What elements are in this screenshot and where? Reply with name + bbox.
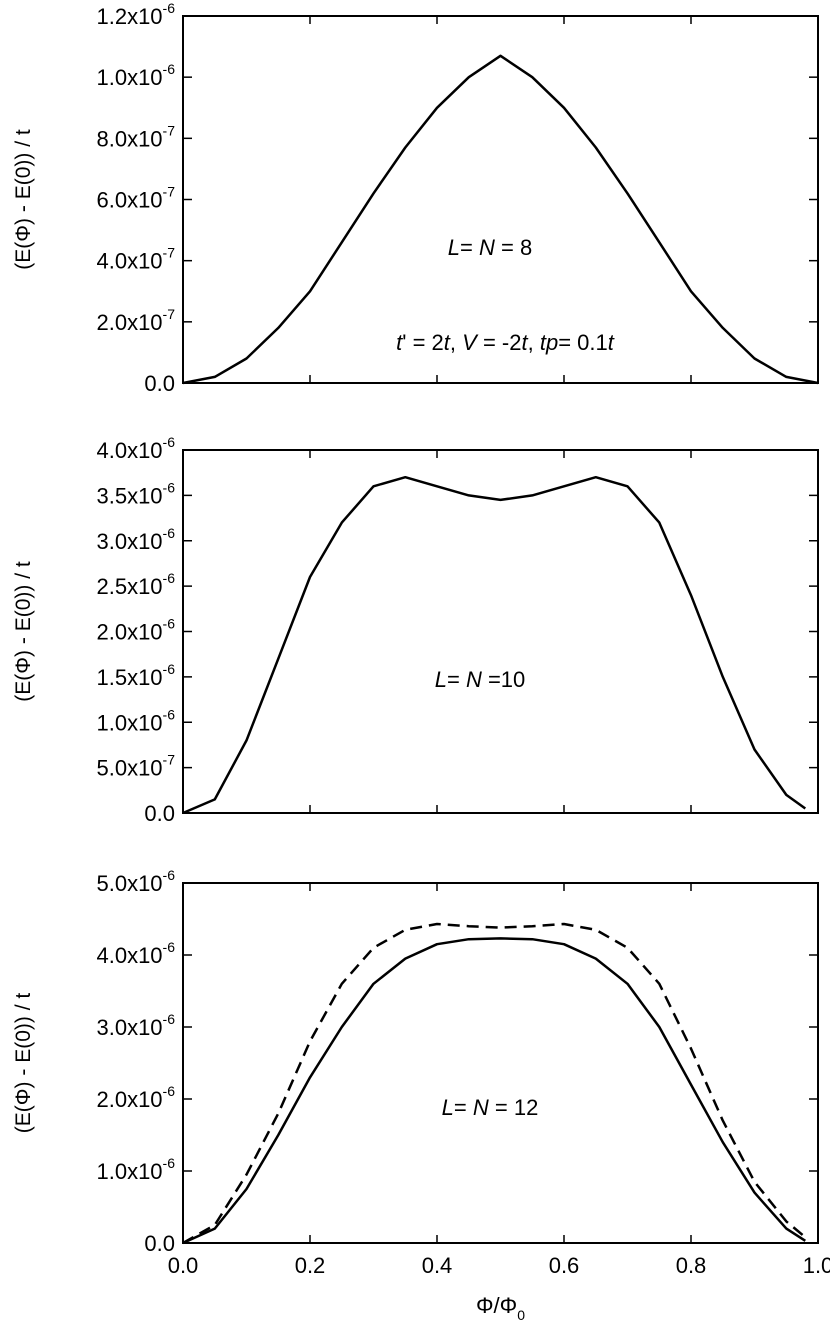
x-tick-label: 0.4 [422, 1253, 453, 1278]
plot-frame [182, 449, 819, 814]
size-annotation: L= N = 8 [448, 235, 532, 260]
x-axis-label: Φ/Φ0 [476, 1293, 525, 1323]
y-tick-label: 3.5x10-6 [96, 479, 175, 508]
y-tick-label: 2.0x10-7 [96, 306, 175, 335]
parameter-annotation: t' = 2t, V = -2t, tp= 0.1t [396, 330, 615, 355]
y-tick-label: 1.0x10-6 [96, 706, 175, 735]
size-annotation: L= N = 12 [442, 1095, 539, 1120]
x-tick-label: 0.0 [168, 1253, 199, 1278]
y-tick-label: 3.0x10-6 [96, 525, 175, 554]
x-tick-label: 0.6 [549, 1253, 580, 1278]
y-tick-label: 8.0x10-7 [96, 122, 175, 151]
y-tick-label: 4.0x10-6 [96, 434, 175, 463]
y-tick-label: 2.0x10-6 [96, 1083, 175, 1112]
series-dashed-line [182, 922, 807, 1245]
size-annotation: L= N =10 [435, 667, 526, 692]
series-solid-line [182, 475, 807, 815]
panel-n12: 0.0 0.2 0.4 0.6 0.8 1.0 0.0 1.0x10-6 2.0x10-6 3.0… [12, 867, 830, 1323]
y-tick-label: 1.5x10-6 [96, 661, 175, 690]
plot-frame [182, 882, 819, 1244]
y-tick-label: 0.0 [144, 1231, 175, 1256]
y-tick-label: 3.0x10-6 [96, 1011, 175, 1040]
y-tick-label: 1.2x10-6 [96, 0, 175, 29]
y-tick-label: 1.0x10-6 [96, 1155, 175, 1184]
y-axis-label: (E(Φ) - E(0)) / t [12, 561, 35, 702]
y-axis-label: (E(Φ) - E(0)) / t [12, 129, 35, 270]
y-tick-label: 0.0 [144, 801, 175, 826]
y-tick-label: 0.0 [144, 371, 175, 396]
x-tick-label: 1.0 [803, 1253, 830, 1278]
panel-n8: 0.0 2.0x10-7 4.0x10-7 6.0x10-7 8.0x10-7 1.0x1… [12, 0, 819, 396]
y-tick-label: 1.0x10-6 [96, 61, 175, 90]
y-axis-label: (E(Φ) - E(0)) / t [12, 993, 35, 1134]
y-tick-label: 4.0x10-7 [96, 245, 175, 274]
y-tick-label: 2.0x10-6 [96, 616, 175, 645]
x-tick-label: 0.8 [676, 1253, 707, 1278]
y-tick-label: 5.0x10-7 [96, 752, 175, 781]
y-tick-label: 4.0x10-6 [96, 939, 175, 968]
series-solid-line [182, 54, 819, 385]
y-tick-label: 6.0x10-7 [96, 184, 175, 213]
y-tick-label: 5.0x10-6 [96, 867, 175, 896]
series-solid-line [182, 937, 806, 1245]
y-tick-label: 2.5x10-6 [96, 570, 175, 599]
x-tick-label: 0.2 [295, 1253, 326, 1278]
panel-n10: 0.0 5.0x10-7 1.0x10-6 1.5x10-6 2.0x10-6 2.5x1… [12, 434, 819, 826]
